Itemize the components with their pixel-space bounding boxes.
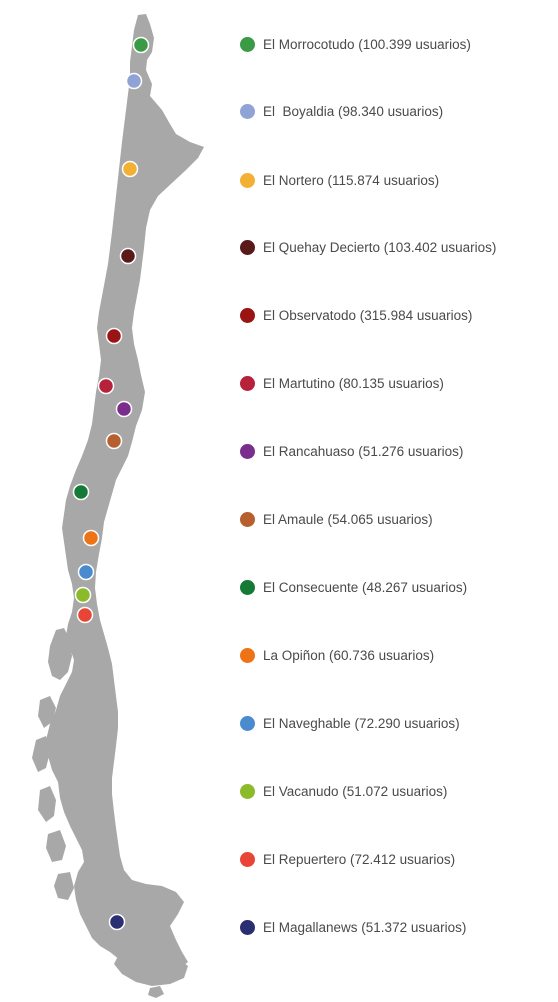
- legend-item[interactable]: El Repuertero (72.412 usuarios): [238, 849, 455, 869]
- legend-label: El Nortero (115.874 usuarios): [263, 172, 440, 188]
- legend-item[interactable]: La Opiñon (60.736 usuarios): [238, 645, 434, 665]
- legend-label: El Rancahuaso (51.276 usuarios): [263, 443, 464, 459]
- legend-dot-icon: [240, 919, 255, 935]
- legend-dot-icon: [240, 851, 255, 867]
- legend-dot-icon: [240, 36, 255, 52]
- legend-item[interactable]: El Boyaldia (98.340 usuarios): [238, 101, 443, 121]
- legend-item[interactable]: El Naveghable (72.290 usuarios): [238, 713, 460, 733]
- legend-label: El Magallanews (51.372 usuarios): [263, 919, 467, 935]
- tierra-del-fuego-shape: [114, 948, 188, 986]
- legend-label: El Repuertero (72.412 usuarios): [263, 851, 456, 867]
- archipelago-shape-5: [54, 872, 74, 900]
- map-marker[interactable]: [72, 483, 90, 501]
- chiloe-island-shape: [48, 628, 72, 680]
- archipelago-shape-1: [38, 696, 56, 728]
- legend-label: El Vacanudo (51.072 usuarios): [263, 783, 448, 799]
- map-marker[interactable]: [97, 377, 115, 395]
- legend-dot-icon: [240, 307, 255, 323]
- legend-dot-icon: [240, 715, 255, 731]
- map-marker[interactable]: [76, 606, 94, 624]
- map-marker[interactable]: [105, 327, 123, 345]
- legend-dot-icon: [240, 443, 255, 459]
- legend-item[interactable]: El Martutino (80.135 usuarios): [238, 373, 444, 393]
- legend-item[interactable]: El Quehay Decierto (103.402 usuarios): [238, 237, 496, 257]
- legend-dot-icon: [240, 783, 255, 799]
- legend-item[interactable]: El Nortero (115.874 usuarios): [238, 170, 439, 190]
- legend-item[interactable]: El Amaule (54.065 usuarios): [238, 509, 433, 529]
- legend-label: El Naveghable (72.290 usuarios): [263, 715, 460, 731]
- map-marker[interactable]: [74, 586, 92, 604]
- map-marker[interactable]: [108, 913, 126, 931]
- legend-item[interactable]: El Observatodo (315.984 usuarios): [238, 305, 472, 325]
- legend-dot-icon: [240, 103, 255, 119]
- map-marker[interactable]: [132, 36, 150, 54]
- map-marker[interactable]: [82, 529, 100, 547]
- map-marker[interactable]: [105, 432, 123, 450]
- legend-label: La Opiñon (60.736 usuarios): [263, 647, 435, 663]
- map-marker[interactable]: [121, 160, 139, 178]
- legend-label: El Quehay Decierto (103.402 usuarios): [263, 239, 497, 255]
- legend-label: El Morrocotudo (100.399 usuarios): [263, 36, 471, 52]
- legend-label: El Amaule (54.065 usuarios): [263, 511, 433, 527]
- map-marker[interactable]: [115, 400, 133, 418]
- map-marker[interactable]: [77, 563, 95, 581]
- newspaper-markers: [72, 36, 150, 931]
- legend: El Morrocotudo (100.399 usuarios) El Boy…: [238, 0, 553, 1002]
- map-marker[interactable]: [119, 247, 137, 265]
- map-marker[interactable]: [125, 72, 143, 90]
- legend-item[interactable]: El Rancahuaso (51.276 usuarios): [238, 441, 463, 461]
- legend-label: El Martutino (80.135 usuarios): [263, 375, 444, 391]
- legend-dot-icon: [240, 239, 255, 255]
- legend-dot-icon: [240, 375, 255, 391]
- legend-dot-icon: [240, 511, 255, 527]
- legend-item[interactable]: El Vacanudo (51.072 usuarios): [238, 781, 447, 801]
- chile-landmass: [32, 14, 204, 998]
- legend-label: El Consecuente (48.267 usuarios): [263, 579, 468, 595]
- archipelago-shape-3: [38, 786, 56, 822]
- archipelago-shape-4: [46, 830, 66, 862]
- southern-island-shape: [148, 986, 164, 998]
- legend-dot-icon: [240, 647, 255, 663]
- archipelago-shape-2: [32, 736, 50, 772]
- legend-dot-icon: [240, 172, 255, 188]
- legend-item[interactable]: El Consecuente (48.267 usuarios): [238, 577, 467, 597]
- legend-label: El Observatodo (315.984 usuarios): [263, 307, 473, 323]
- legend-item[interactable]: El Magallanews (51.372 usuarios): [238, 917, 466, 937]
- legend-label: El Boyaldia (98.340 usuarios): [263, 103, 444, 119]
- legend-item[interactable]: El Morrocotudo (100.399 usuarios): [238, 34, 471, 54]
- chile-mainland-shape: [46, 14, 204, 972]
- legend-dot-icon: [240, 579, 255, 595]
